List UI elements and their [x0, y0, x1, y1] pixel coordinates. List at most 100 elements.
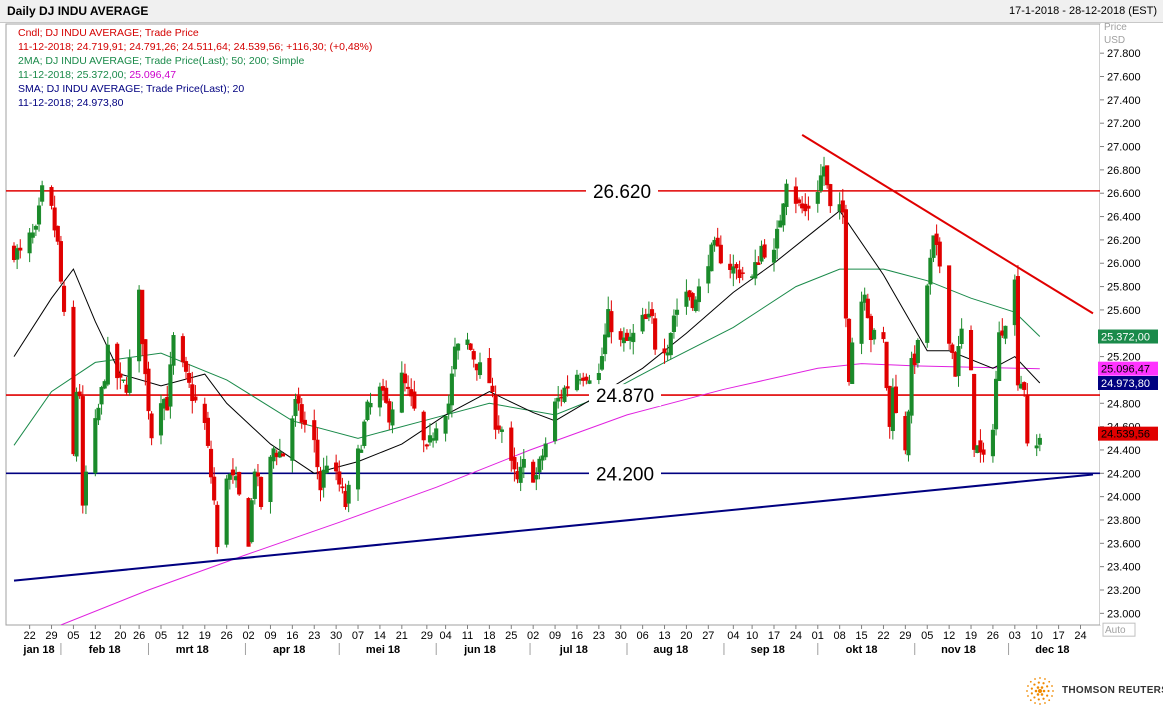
candle-body [1034, 445, 1039, 449]
candle-body [149, 413, 154, 439]
candlestick-chart[interactable]: 23.000 23.200 23.400 23.600 23.800 24.000 24.2… [0, 22, 1163, 668]
y-tick-label: 26.800 [1107, 165, 1141, 177]
candle-body [252, 471, 257, 499]
candle-body [121, 379, 126, 381]
candle-body [718, 244, 723, 264]
candle-body [956, 346, 961, 377]
candle-body [562, 387, 567, 402]
candle-body [93, 418, 98, 474]
candle-body [603, 334, 608, 355]
plot-area [5, 23, 1101, 626]
candle-body [424, 444, 429, 447]
x-month-label: aug 18 [653, 644, 688, 656]
legend-line: 11-12-2018; 25.372,00; 25.096,47 [18, 69, 176, 81]
x-month-label: nov 18 [941, 644, 976, 656]
candle-body [324, 465, 329, 473]
candle-body [434, 428, 439, 441]
candle-body [80, 396, 85, 506]
candle-body [334, 462, 339, 472]
x-tick-label: 12 [943, 630, 955, 642]
candle-body [490, 385, 495, 392]
candle-body [715, 237, 720, 247]
x-tick-label: 30 [330, 630, 342, 642]
x-month-label: mei 18 [366, 644, 400, 656]
logo-dot [1040, 686, 1044, 689]
price-tag [1098, 426, 1158, 441]
level-label: 24.200 [596, 464, 654, 485]
level-label-bg [586, 179, 658, 202]
price-tag [1098, 329, 1158, 344]
price-tag [1098, 361, 1158, 376]
logo-dot [1036, 686, 1040, 689]
logo-dot [1030, 692, 1033, 695]
candle-body [631, 332, 636, 343]
x-tick-label: 22 [877, 630, 889, 642]
candle-body [990, 429, 995, 457]
candle-body [599, 356, 605, 370]
candle-body [934, 233, 939, 245]
candle-body [230, 469, 235, 476]
legend-text: 11-12-2018; 24.719,91; 24.791,26; 24.511… [18, 41, 373, 53]
x-tick-label: 10 [1031, 630, 1043, 642]
logo-dot [1047, 689, 1050, 693]
candle-body [52, 207, 57, 231]
thomson-reuters-logo: THOMSON REUTERS [1024, 676, 1163, 706]
logo-dot [1034, 689, 1038, 693]
y-tick-label: 26.600 [1107, 188, 1141, 200]
candle-body [1003, 325, 1008, 339]
x-month-label: dec 18 [1035, 644, 1069, 656]
candle-body [359, 449, 364, 453]
x-month-label: feb 18 [89, 644, 121, 656]
candle-body [74, 391, 79, 457]
candle-body [471, 351, 476, 360]
candle-body [290, 418, 295, 461]
logo-dot [1051, 695, 1053, 697]
candle-body [399, 372, 404, 413]
candle-body [143, 339, 148, 375]
x-tick-label: 07 [352, 630, 364, 642]
y-tick-label: 26.200 [1107, 235, 1141, 247]
candle-body [202, 403, 207, 423]
candle-body [468, 343, 473, 350]
legend-line: 11-12-2018; 24.973,80 [18, 97, 123, 109]
candle-body [187, 373, 192, 383]
candle-body [840, 200, 845, 213]
candle-body [843, 209, 848, 319]
legend-text: 11-12-2018; 25.372,00; [18, 69, 127, 81]
x-month-label: jan 18 [22, 644, 54, 656]
x-tick-label: 19 [199, 630, 211, 642]
candle-body [968, 330, 974, 371]
x-tick-label: 22 [24, 630, 36, 642]
logo-dot [1042, 689, 1046, 693]
candle-body [477, 362, 483, 376]
candle-body [496, 425, 501, 430]
x-tick-label: 16 [571, 630, 583, 642]
legend-line: SMA; DJ INDU AVERAGE; Trade Price(Last);… [18, 83, 244, 95]
candle-body [280, 453, 286, 457]
candle-body [227, 473, 232, 480]
candle-body [212, 476, 217, 501]
candle-body [537, 458, 542, 473]
candle-body [1025, 394, 1030, 444]
candle-body [205, 417, 210, 446]
logo-dot [1044, 678, 1046, 680]
candle-body [534, 475, 539, 480]
x-tick-label: 17 [1052, 630, 1064, 642]
y-tick-label: 25.200 [1107, 352, 1141, 364]
logo-dot [1027, 685, 1029, 687]
candle-body [465, 339, 470, 345]
candle-body [30, 232, 35, 238]
candle-body [775, 228, 780, 249]
y-axis-panel [1100, 24, 1163, 625]
logo-dot [1034, 702, 1036, 704]
y-tick-label: 27.800 [1107, 48, 1141, 60]
x-tick-label: 27 [702, 630, 714, 642]
x-tick-label: 06 [637, 630, 649, 642]
logo-dot [1048, 680, 1051, 683]
candle-body [671, 315, 676, 332]
x-month-label: sep 18 [751, 644, 785, 656]
x-tick-label: 30 [615, 630, 627, 642]
x-tick-label: 29 [899, 630, 911, 642]
level-label: 24.870 [596, 386, 654, 407]
candle-body [377, 386, 382, 408]
